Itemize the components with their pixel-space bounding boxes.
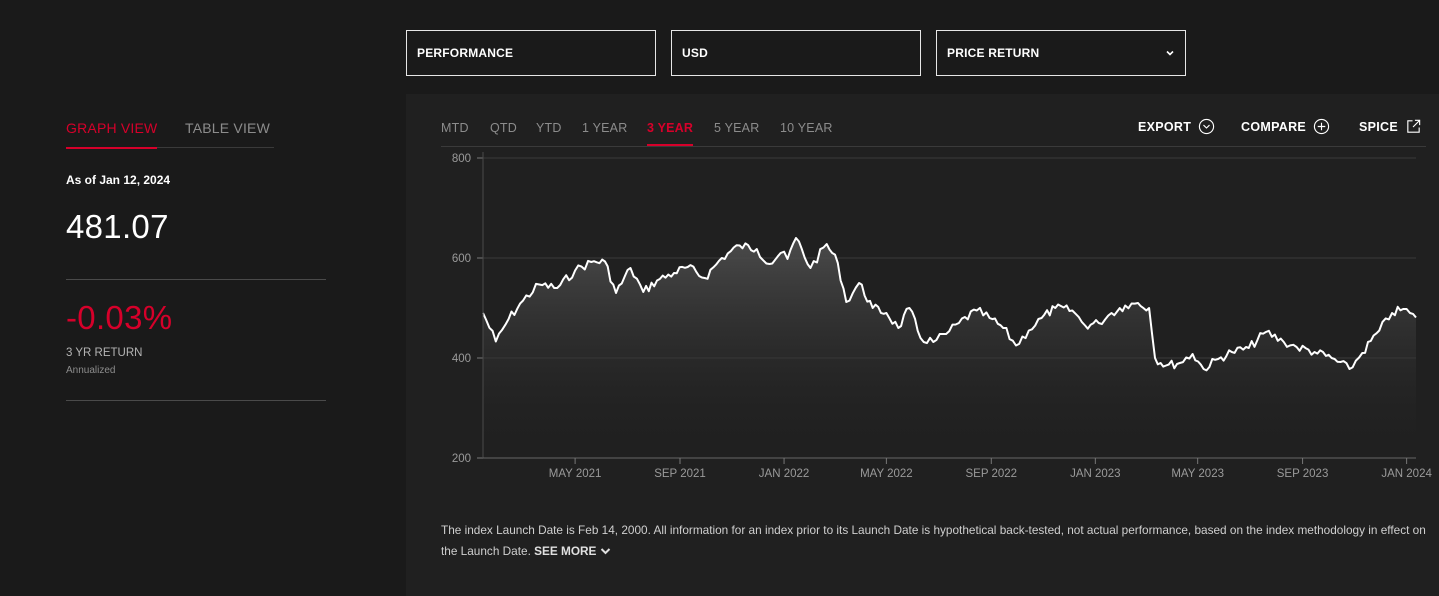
chevron-down-icon [1166, 50, 1174, 56]
performance-chart: 200 400 600 800 MAY 2021 SEP 2021 JAN 2022 MAY … [452, 152, 1432, 480]
period-ytd[interactable]: YTD [536, 121, 562, 135]
export-button[interactable]: EXPORT [1138, 118, 1215, 135]
return-label: 3 YR RETURN [66, 347, 143, 359]
compare-button[interactable]: COMPARE [1241, 118, 1330, 135]
return-type-dropdown[interactable]: PRICE RETURN [936, 30, 1186, 76]
x-tick-label: SEP 2021 [654, 468, 706, 480]
compare-label: COMPARE [1241, 119, 1307, 134]
period-10-year[interactable]: 10 YEAR [780, 121, 833, 135]
spice-link[interactable]: SPICE [1359, 118, 1422, 135]
export-label: EXPORT [1138, 119, 1192, 134]
chevron-down-icon [600, 548, 610, 555]
return-value: -0.03% [66, 299, 173, 336]
period-3-year[interactable]: 3 YEAR [647, 121, 694, 146]
x-tick-label: JAN 2022 [759, 468, 810, 480]
return-type-label: PRICE RETURN [947, 46, 1040, 60]
y-tick-label: 400 [452, 353, 471, 365]
tab-table-view[interactable]: TABLE VIEW [185, 120, 270, 136]
period-mtd[interactable]: MTD [441, 121, 469, 135]
divider [66, 279, 326, 280]
x-tick-label: SEP 2023 [1277, 468, 1329, 480]
period-5-year[interactable]: 5 YEAR [714, 121, 760, 135]
y-tick-label: 800 [452, 153, 471, 165]
chart-panel: MTD QTD YTD 1 YEAR 3 YEAR 5 YEAR 10 YEAR… [406, 94, 1439, 596]
x-tick-label: SEP 2022 [965, 468, 1017, 480]
x-tick-label: MAY 2023 [1171, 468, 1224, 480]
x-tick-label: MAY 2022 [860, 468, 913, 480]
y-tick-label: 200 [452, 453, 471, 465]
spice-label: SPICE [1359, 119, 1399, 134]
currency-selector-label: USD [682, 46, 708, 60]
y-tick-label: 600 [452, 253, 471, 265]
currency-selector[interactable]: USD [671, 30, 921, 76]
disclaimer: The index Launch Date is Feb 14, 2000. A… [441, 520, 1426, 562]
x-tick-label: JAN 2024 [1381, 468, 1432, 480]
x-tick-label: JAN 2023 [1070, 468, 1121, 480]
external-link-icon [1407, 119, 1421, 133]
type-selector[interactable]: PERFORMANCE [406, 30, 656, 76]
see-more-link[interactable]: SEE MORE [534, 544, 611, 558]
x-tick-label: MAY 2021 [549, 468, 602, 480]
divider [66, 400, 326, 401]
type-selector-label: PERFORMANCE [417, 46, 514, 60]
as-of-date: As of Jan 12, 2024 [66, 173, 171, 187]
period-tabs: MTD QTD YTD 1 YEAR 3 YEAR 5 YEAR 10 YEAR [441, 110, 1426, 147]
tab-graph-view[interactable]: GRAPH VIEW [66, 120, 158, 149]
chevron-circle-icon [1199, 118, 1215, 135]
see-more-label: SEE MORE [534, 544, 597, 558]
plus-circle-icon [1313, 118, 1330, 135]
period-qtd[interactable]: QTD [490, 121, 517, 135]
chart-line [482, 237, 1417, 372]
view-tabs: GRAPH VIEW TABLE VIEW [66, 110, 274, 149]
chart-area [483, 238, 1416, 458]
disclaimer-text: The index Launch Date is Feb 14, 2000. A… [441, 523, 1426, 558]
return-sublabel: Annualized [66, 365, 116, 376]
index-level: 481.07 [66, 208, 169, 245]
period-1-year[interactable]: 1 YEAR [582, 121, 628, 135]
